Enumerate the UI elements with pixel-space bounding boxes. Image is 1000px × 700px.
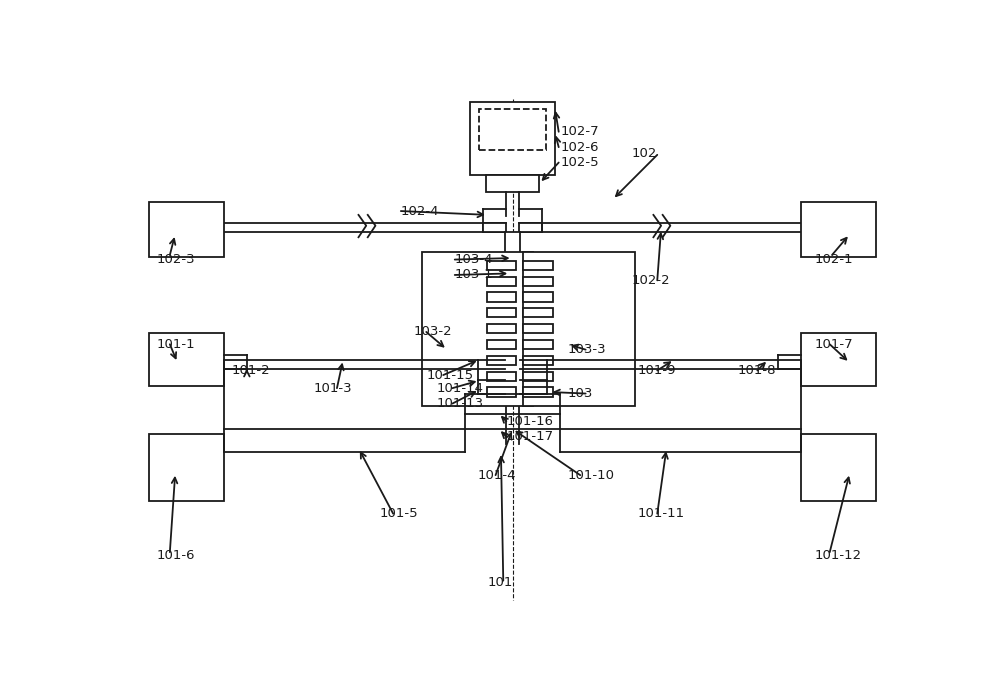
Text: 101-9: 101-9 <box>637 364 676 377</box>
Bar <box>523 340 553 349</box>
Bar <box>523 293 553 302</box>
Bar <box>487 340 516 349</box>
Text: 102-5: 102-5 <box>560 156 599 169</box>
Text: 102-2: 102-2 <box>632 274 670 287</box>
Bar <box>487 308 516 318</box>
Text: 103-3: 103-3 <box>568 343 607 356</box>
Text: 101-5: 101-5 <box>380 508 419 520</box>
Bar <box>487 276 516 286</box>
Text: 102-1: 102-1 <box>814 253 853 266</box>
Bar <box>519 223 542 232</box>
Bar <box>487 324 516 333</box>
Bar <box>801 433 876 501</box>
Bar <box>483 223 506 232</box>
Bar <box>149 202 224 258</box>
Bar <box>487 387 516 397</box>
Text: 101-8: 101-8 <box>737 364 776 377</box>
Text: 103-1: 103-1 <box>455 269 493 281</box>
Text: 102-7: 102-7 <box>560 125 599 138</box>
Text: 101-13: 101-13 <box>437 397 484 410</box>
Bar <box>487 261 516 270</box>
Bar <box>801 333 876 386</box>
Text: 101: 101 <box>488 577 513 589</box>
Bar <box>523 372 553 381</box>
Bar <box>486 175 539 192</box>
Text: 101-7: 101-7 <box>814 338 853 351</box>
Text: 101-14: 101-14 <box>437 382 484 395</box>
Bar <box>487 372 516 381</box>
Text: 101-16: 101-16 <box>506 415 553 428</box>
Bar <box>523 387 553 397</box>
Bar <box>523 356 553 365</box>
Bar <box>149 433 224 501</box>
Text: 101-3: 101-3 <box>314 382 352 395</box>
Text: 102-3: 102-3 <box>157 253 195 266</box>
Bar <box>523 276 553 286</box>
Bar <box>801 202 876 258</box>
Text: 103-2: 103-2 <box>414 326 453 338</box>
Bar <box>523 252 635 406</box>
Text: 101-1: 101-1 <box>157 338 195 351</box>
Bar <box>470 102 555 175</box>
Text: 101-17: 101-17 <box>506 430 553 443</box>
Text: 101-15: 101-15 <box>426 369 473 382</box>
Text: 103-4: 103-4 <box>455 253 493 266</box>
Text: 101-12: 101-12 <box>814 549 861 561</box>
Text: 101-11: 101-11 <box>637 508 684 520</box>
Text: 102: 102 <box>632 147 657 160</box>
Text: 101-10: 101-10 <box>568 469 615 482</box>
Bar <box>487 356 516 365</box>
Text: 102-4: 102-4 <box>401 204 439 218</box>
Text: 103: 103 <box>568 387 593 400</box>
Bar <box>523 308 553 318</box>
Bar <box>149 333 224 386</box>
Bar <box>505 232 520 267</box>
Text: 101-6: 101-6 <box>157 549 195 561</box>
Text: 102-6: 102-6 <box>560 141 599 153</box>
Text: 101-2: 101-2 <box>231 364 270 377</box>
Bar <box>479 109 546 150</box>
Text: 101-4: 101-4 <box>478 469 516 482</box>
Bar <box>487 293 516 302</box>
Bar <box>523 261 553 270</box>
Bar <box>422 252 533 406</box>
Bar <box>523 324 553 333</box>
